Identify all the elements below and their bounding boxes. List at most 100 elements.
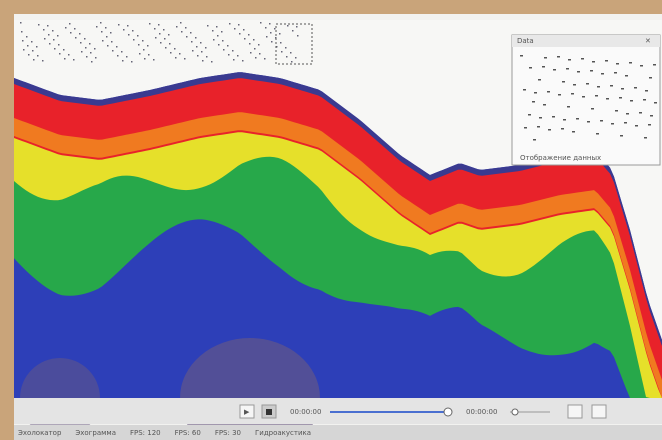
panel-dot	[581, 58, 584, 60]
panel-dot	[621, 88, 624, 90]
echo-noise	[185, 27, 187, 29]
echo-noise	[106, 36, 108, 38]
echo-noise	[216, 26, 218, 28]
echo-noise	[238, 24, 240, 26]
panel-dot	[650, 115, 653, 117]
panel-dot	[532, 101, 535, 103]
panel-dot	[592, 61, 595, 63]
echo-noise	[147, 45, 149, 47]
echo-noise	[53, 39, 55, 41]
echo-noise	[94, 48, 96, 50]
panel-dot	[645, 90, 648, 92]
panel-footer[interactable]: Отображение данных	[520, 154, 601, 162]
panel-dot	[576, 118, 579, 120]
panel-close[interactable]: ✕	[645, 37, 651, 45]
echo-noise	[153, 59, 155, 61]
panel-dot	[573, 84, 576, 86]
echo-noise	[54, 48, 56, 50]
echo-noise	[221, 31, 223, 33]
panel-dot	[553, 69, 556, 71]
echo-noise	[57, 35, 59, 37]
panel-dot	[653, 64, 656, 66]
echo-noise	[196, 46, 198, 48]
panel-dot	[542, 66, 545, 68]
panel-dot	[552, 116, 555, 118]
status-item: FPS: 60	[175, 429, 201, 437]
next-button[interactable]	[592, 405, 606, 418]
echo-noise	[89, 43, 91, 45]
echo-noise	[200, 42, 202, 44]
echo-noise	[285, 47, 287, 49]
echo-noise	[280, 42, 282, 44]
timeline-handle[interactable]	[444, 408, 452, 416]
echo-noise	[79, 33, 81, 35]
panel-dot	[590, 70, 593, 72]
echo-noise	[20, 22, 22, 24]
echo-noise	[217, 35, 219, 37]
panel-dot	[620, 135, 623, 137]
panel-dot	[616, 63, 619, 65]
echo-noise	[127, 25, 129, 27]
panel-dot	[529, 67, 532, 69]
panel-dot	[640, 65, 643, 67]
status-item: FPS: 120	[130, 429, 161, 437]
echo-noise	[212, 30, 214, 32]
echo-noise	[260, 22, 262, 24]
echo-noise	[232, 50, 234, 52]
echo-noise	[95, 57, 97, 59]
panel-title: Data	[517, 37, 534, 45]
panel-dot	[561, 128, 564, 130]
echo-noise	[158, 24, 160, 26]
panel-dot	[595, 95, 598, 97]
panel-dot	[577, 71, 580, 73]
echo-noise	[292, 30, 294, 32]
echo-noise	[253, 39, 255, 41]
panel-dot	[626, 113, 629, 115]
echo-noise	[286, 56, 288, 58]
prev-button[interactable]	[568, 405, 582, 418]
echo-noise	[86, 56, 88, 58]
panel-dot	[524, 127, 527, 129]
echo-noise	[52, 30, 54, 32]
echo-noise	[164, 38, 166, 40]
echo-noise	[128, 34, 130, 36]
echo-noise	[291, 61, 293, 63]
echo-noise	[180, 22, 182, 24]
echo-noise	[255, 57, 257, 59]
echo-noise	[42, 60, 44, 62]
panel-dot	[571, 93, 574, 95]
panel-dot	[523, 89, 526, 91]
echo-noise	[31, 41, 33, 43]
echo-noise	[234, 28, 236, 30]
panel-dot	[568, 59, 571, 61]
panel-dot	[597, 86, 600, 88]
panel-dot	[533, 139, 536, 141]
speed-handle[interactable]	[512, 409, 518, 415]
echo-noise	[229, 23, 231, 25]
overlay-panel: Data ✕ Отображение данных	[512, 35, 660, 165]
echo-noise	[90, 52, 92, 54]
panel-dot	[557, 56, 560, 58]
status-item: Эхограмма	[75, 429, 116, 437]
echo-noise	[242, 60, 244, 62]
echo-noise	[239, 33, 241, 35]
echo-noise	[85, 47, 87, 49]
echo-noise	[287, 25, 289, 27]
panel-dot	[649, 77, 652, 79]
echo-noise	[131, 61, 133, 63]
panel-dot	[648, 124, 651, 126]
echo-noise	[259, 53, 261, 55]
panel-dot	[596, 133, 599, 135]
echo-noise	[270, 32, 272, 34]
echo-noise	[244, 38, 246, 40]
echo-noise	[137, 35, 139, 37]
panel-dot	[654, 102, 657, 104]
status-item: Гидроакустика	[255, 429, 311, 437]
echo-noise	[100, 22, 102, 24]
echo-noise	[227, 45, 229, 47]
echo-noise	[168, 34, 170, 36]
echo-noise	[190, 32, 192, 34]
echo-noise	[181, 31, 183, 33]
echo-noise	[112, 50, 114, 52]
echo-noise	[63, 49, 65, 51]
